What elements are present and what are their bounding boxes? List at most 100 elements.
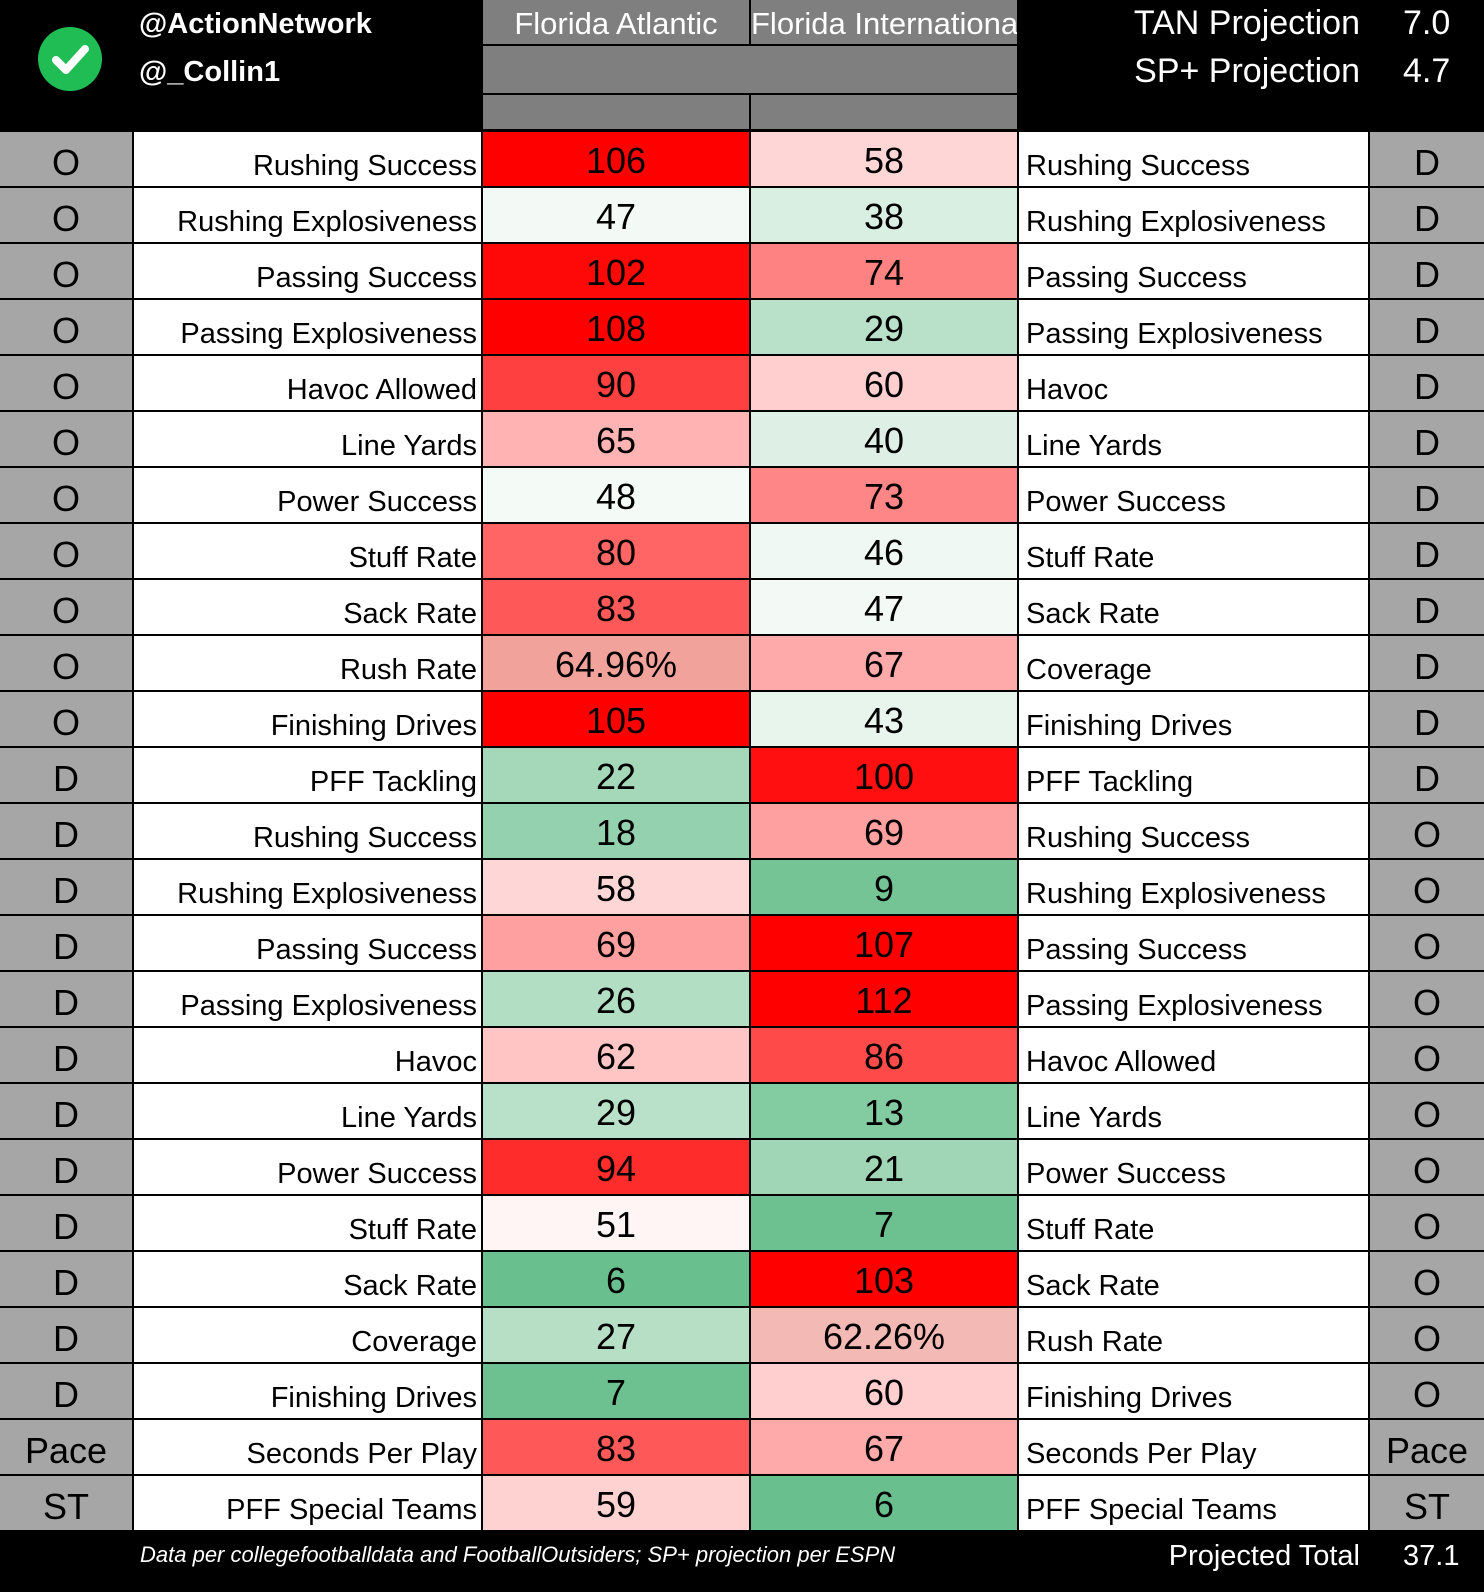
team-a-rank: 69 xyxy=(483,916,749,970)
right-stat-label: Sack Rate xyxy=(1019,1252,1368,1306)
table-row: D Havoc 62 86 Havoc Allowed O xyxy=(0,1028,1484,1084)
left-stat-label: Seconds Per Play xyxy=(134,1420,481,1474)
left-stat-label: Power Success xyxy=(134,1140,481,1194)
left-stat-label: Rushing Explosiveness xyxy=(134,188,481,242)
table-row: O Passing Success 102 74 Passing Success D xyxy=(0,244,1484,300)
left-side-tag: D xyxy=(0,1252,132,1306)
left-stat-label: Power Success xyxy=(134,468,481,522)
team-b-rank: 43 xyxy=(751,692,1017,746)
team-a-rank: 83 xyxy=(483,1420,749,1474)
right-stat-label: Line Yards xyxy=(1019,412,1368,466)
left-side-tag: D xyxy=(0,1140,132,1194)
left-side-tag: D xyxy=(0,1196,132,1250)
team-a-rank: 18 xyxy=(483,804,749,858)
right-stat-label: Passing Explosiveness xyxy=(1019,972,1368,1026)
team-a-rank: 59 xyxy=(483,1476,749,1530)
right-side-tag: O xyxy=(1370,1308,1484,1362)
right-stat-label: Rushing Explosiveness xyxy=(1019,188,1368,242)
right-side-tag: D xyxy=(1370,468,1484,522)
table-row: D Passing Explosiveness 26 112 Passing Explo… xyxy=(0,972,1484,1028)
team-b-rank: 9 xyxy=(751,860,1017,914)
left-side-tag: O xyxy=(0,244,132,298)
data-source-note: Data per collegefootballdata and Footbal… xyxy=(140,1542,896,1567)
team-b-rank: 47 xyxy=(751,580,1017,634)
team-a-rank: 64.96% xyxy=(483,636,749,690)
right-stat-label: Stuff Rate xyxy=(1019,1196,1368,1250)
right-stat-label: Line Yards xyxy=(1019,1084,1368,1138)
right-stat-label: Stuff Rate xyxy=(1019,524,1368,578)
left-side-tag: D xyxy=(0,748,132,802)
table-row: D Rushing Explosiveness 58 9 Rushing Explosi… xyxy=(0,860,1484,916)
team-a-header: Florida Atlantic xyxy=(483,0,749,44)
left-stat-label: Finishing Drives xyxy=(134,1364,481,1418)
right-stat-label: Rushing Success xyxy=(1019,132,1368,186)
footer: Data per collegefootballdata and Footbal… xyxy=(0,1532,1484,1592)
tan-projection-value: 7.0 xyxy=(1403,4,1451,42)
right-side-tag: O xyxy=(1370,860,1484,914)
table-row: D Rushing Success 18 69 Rushing Success O xyxy=(0,804,1484,860)
table-row: D Line Yards 29 13 Line Yards O xyxy=(0,1084,1484,1140)
projected-total-label: Projected Total xyxy=(1168,1540,1360,1572)
left-side-tag: Pace xyxy=(0,1420,132,1474)
left-side-tag: D xyxy=(0,1364,132,1418)
table-row: O Havoc Allowed 90 60 Havoc D xyxy=(0,356,1484,412)
left-stat-label: Stuff Rate xyxy=(134,1196,481,1250)
right-stat-label: Passing Explosiveness xyxy=(1019,300,1368,354)
team-a-rank: 6 xyxy=(483,1252,749,1306)
team-a-rank: 62 xyxy=(483,1028,749,1082)
left-side-tag: O xyxy=(0,412,132,466)
left-stat-label: Line Yards xyxy=(134,1084,481,1138)
right-stat-label: PFF Special Teams xyxy=(1019,1476,1368,1530)
right-side-tag: D xyxy=(1370,636,1484,690)
team-b-rank: 58 xyxy=(751,132,1017,186)
left-side-tag: O xyxy=(0,636,132,690)
left-stat-label: Rush Rate xyxy=(134,636,481,690)
team-b-rank: 13 xyxy=(751,1084,1017,1138)
left-side-tag: D xyxy=(0,916,132,970)
left-side-tag: O xyxy=(0,300,132,354)
right-stat-label: Finishing Drives xyxy=(1019,692,1368,746)
table-row: D Coverage 27 62.26% Rush Rate O xyxy=(0,1308,1484,1364)
left-side-tag: O xyxy=(0,356,132,410)
right-side-tag: Pace xyxy=(1370,1420,1484,1474)
tan-projection-label: TAN Projection xyxy=(1133,4,1360,42)
team-a-rank: 27 xyxy=(483,1308,749,1362)
left-side-tag: ST xyxy=(0,1476,132,1530)
right-side-tag: O xyxy=(1370,916,1484,970)
team-b-rank: 29 xyxy=(751,300,1017,354)
team-a-rank: 90 xyxy=(483,356,749,410)
team-b-rank: 62.26% xyxy=(751,1308,1017,1362)
team-a-rank: 47 xyxy=(483,188,749,242)
team-b-rank: 21 xyxy=(751,1140,1017,1194)
right-stat-label: Seconds Per Play xyxy=(1019,1420,1368,1474)
team-b-rank: 67 xyxy=(751,636,1017,690)
right-side-tag: D xyxy=(1370,412,1484,466)
team-a-rank: 7 xyxy=(483,1364,749,1418)
right-side-tag: D xyxy=(1370,188,1484,242)
left-stat-label: Passing Success xyxy=(134,916,481,970)
team-a-rank: 106 xyxy=(483,132,749,186)
team-b-rank: 103 xyxy=(751,1252,1017,1306)
right-side-tag: D xyxy=(1370,132,1484,186)
left-side-tag: D xyxy=(0,860,132,914)
left-stat-label: Passing Success xyxy=(134,244,481,298)
left-side-tag: O xyxy=(0,188,132,242)
table-row: D Stuff Rate 51 7 Stuff Rate O xyxy=(0,1196,1484,1252)
table-row: O Sack Rate 83 47 Sack Rate D xyxy=(0,580,1484,636)
table-row: D Finishing Drives 7 60 Finishing Drives O xyxy=(0,1364,1484,1420)
left-stat-label: PFF Tackling xyxy=(134,748,481,802)
team-b-rank: 107 xyxy=(751,916,1017,970)
team-b-rank: 73 xyxy=(751,468,1017,522)
left-stat-label: Coverage xyxy=(134,1308,481,1362)
right-side-tag: O xyxy=(1370,1140,1484,1194)
table-row: D Passing Success 69 107 Passing Success O xyxy=(0,916,1484,972)
left-side-tag: O xyxy=(0,468,132,522)
team-b-rank: 74 xyxy=(751,244,1017,298)
team-b-gray-band xyxy=(751,95,1017,129)
left-stat-label: Line Yards xyxy=(134,412,481,466)
team-a-gray-band xyxy=(483,95,749,129)
table-row: O Power Success 48 73 Power Success D xyxy=(0,468,1484,524)
table-row: Pace Seconds Per Play 83 67 Seconds Per Play… xyxy=(0,1420,1484,1476)
team-a-rank: 26 xyxy=(483,972,749,1026)
right-side-tag: O xyxy=(1370,804,1484,858)
